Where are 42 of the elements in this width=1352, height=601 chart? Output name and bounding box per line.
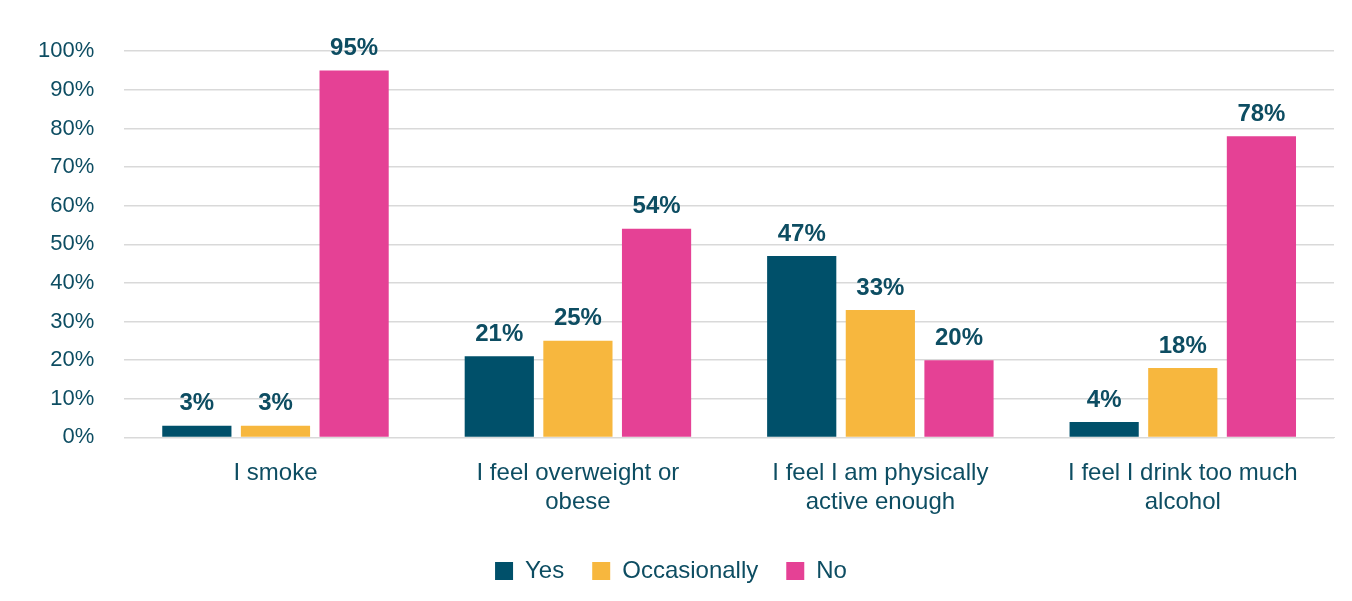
bar [319, 70, 389, 437]
y-tick-label: 10% [50, 384, 95, 410]
bar [240, 425, 311, 437]
bar [845, 309, 915, 437]
data-label: 25% [553, 303, 602, 331]
bar [464, 356, 534, 437]
data-label: 21% [475, 318, 524, 346]
data-label: 4% [1086, 384, 1122, 412]
bar [924, 360, 994, 437]
legend-label: Occasionally [622, 555, 759, 583]
data-label: 78% [1237, 98, 1286, 126]
data-label: 54% [632, 191, 681, 219]
data-label: 20% [934, 322, 984, 350]
bar [162, 425, 232, 437]
y-tick-label: 40% [50, 268, 95, 294]
x-tick-label: I feel I drink too much alcohol [1068, 458, 1298, 515]
legend-label: No [816, 555, 847, 583]
bar [767, 255, 837, 437]
x-tick-label: I feel overweight or obese [476, 458, 680, 515]
y-tick-label: 100% [37, 37, 95, 63]
bar [1069, 421, 1139, 437]
y-tick-label: 80% [50, 114, 95, 140]
x-tick-label: I smoke [233, 458, 318, 486]
bar [543, 340, 613, 437]
data-label: 95% [330, 33, 379, 61]
y-tick-label: 70% [50, 153, 95, 179]
bar [1148, 367, 1218, 437]
y-tick-label: 50% [50, 230, 95, 256]
data-label: 33% [856, 272, 905, 300]
y-tick-label: 30% [50, 307, 95, 333]
bar [621, 228, 692, 437]
x-tick-label: I feel I am physically active enough [772, 458, 989, 515]
y-tick-label: 60% [50, 191, 95, 217]
data-label: 3% [258, 388, 293, 416]
bar [1226, 136, 1297, 437]
y-tick-label: 90% [50, 75, 95, 101]
y-tick-label: 20% [50, 346, 95, 372]
data-label: 18% [1158, 330, 1207, 358]
data-label: 47% [777, 218, 826, 246]
data-label: 3% [179, 388, 215, 416]
y-tick-label: 0% [62, 423, 95, 449]
legend-label: Yes [525, 555, 565, 583]
